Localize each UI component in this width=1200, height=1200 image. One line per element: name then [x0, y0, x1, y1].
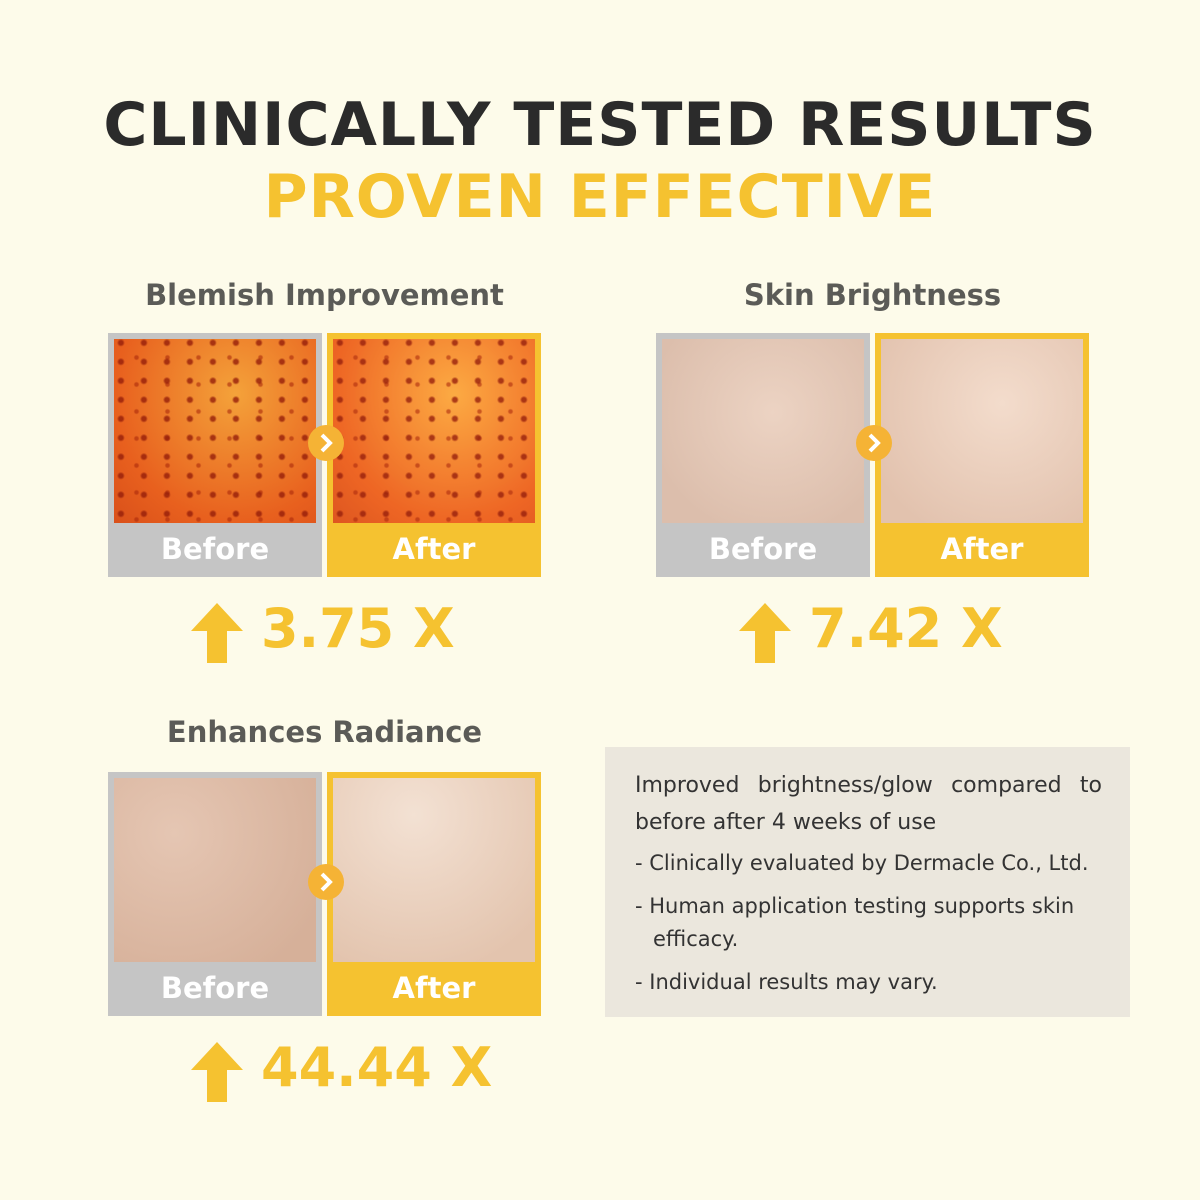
up-arrow	[739, 603, 791, 663]
before-label: Before	[160, 971, 270, 1005]
chevron-icon	[320, 872, 333, 892]
chevron-icon	[868, 433, 881, 453]
after-label: After	[392, 971, 476, 1005]
subtitle: PROVEN EFFECTIVE	[263, 162, 937, 232]
panel-title: Blemish Improvement	[145, 278, 504, 312]
before-label: Before	[708, 532, 818, 566]
before-image	[114, 778, 316, 962]
result-value: 44.44 X	[261, 1036, 493, 1099]
arrow-icon	[191, 603, 243, 663]
panel-title: Enhances Radiance	[166, 715, 483, 749]
up-arrow	[191, 1042, 243, 1102]
note-heading: Improved brightness/glow compared to bef…	[635, 773, 1102, 835]
note-bullet: - Human application testing supports ski…	[635, 894, 1075, 951]
after-label: After	[940, 532, 1024, 566]
chevron	[308, 425, 344, 461]
arrow-icon	[739, 603, 791, 663]
note-box: Improved brightness/glow compared to bef…	[605, 747, 1130, 1017]
after-image	[881, 339, 1083, 523]
up-arrow	[191, 603, 243, 663]
before-box: Before	[656, 333, 870, 577]
chevron	[308, 864, 344, 900]
before-label: Before	[160, 532, 270, 566]
after-image	[333, 339, 535, 523]
after-label: After	[392, 532, 476, 566]
panel-title: Skin Brightness	[743, 278, 1002, 312]
arrow-icon	[191, 1042, 243, 1102]
before-box: Before	[108, 333, 322, 577]
result-value: 7.42 X	[809, 597, 1003, 660]
after-box: After	[327, 772, 541, 1016]
note-bullet: - Individual results may vary.	[635, 970, 938, 994]
after-box: After	[327, 333, 541, 577]
note-bullets: - Clinically evaluated by Dermacle Co., …	[635, 847, 1102, 999]
before-image	[114, 339, 316, 523]
before-box: Before	[108, 772, 322, 1016]
note-bullet: - Clinically evaluated by Dermacle Co., …	[635, 851, 1089, 875]
title: CLINICALLY TESTED RESULTS	[103, 90, 1097, 160]
before-image	[662, 339, 864, 523]
after-image	[333, 778, 535, 962]
chevron	[856, 425, 892, 461]
result-value: 3.75 X	[261, 597, 455, 660]
after-box: After	[875, 333, 1089, 577]
chevron-icon	[320, 433, 333, 453]
